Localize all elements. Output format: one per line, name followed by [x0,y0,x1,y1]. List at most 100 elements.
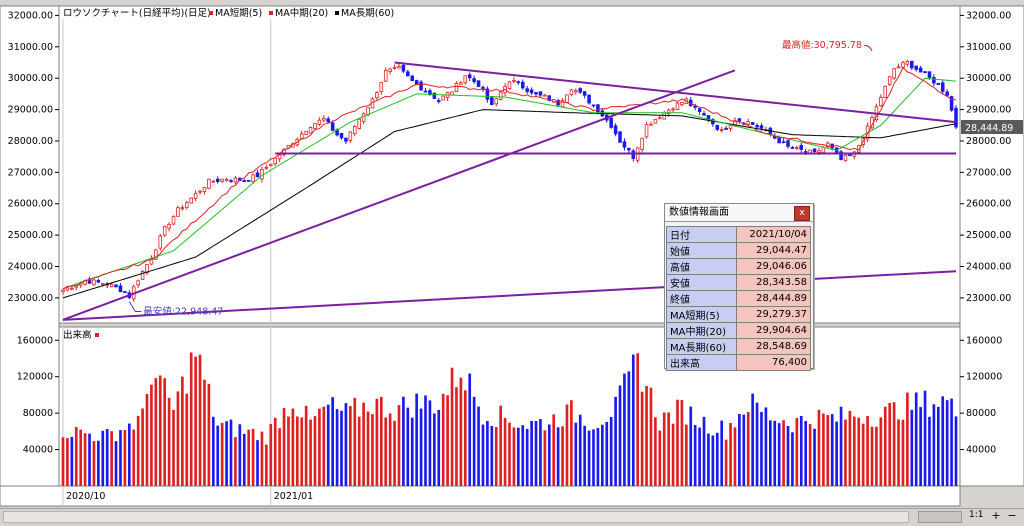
candle-body [662,112,667,120]
volume-bar [702,416,706,486]
volume-bar [808,424,812,486]
candle-body [441,95,445,101]
volume-bar [463,390,467,486]
candle-body [856,145,861,153]
candle-body [565,94,569,103]
volume-bar [565,404,569,486]
volume-bar [415,393,418,486]
info-row: MA中期(20) 29,904.64 [666,322,811,339]
volume-bar [720,420,724,486]
info-row: 終値 28,444.89 [666,290,811,307]
candle-body [136,280,140,286]
zoom-out-button[interactable]: − [1007,509,1017,522]
volume-bar [207,383,211,486]
candle-body [344,137,348,142]
info-panel[interactable]: 数値情報画面 x 日付 2021/10/04 始値 29,044.47 高値 29,046… [664,203,814,371]
volume-bar [88,433,91,486]
volume-title: 出来高 [63,329,92,341]
candle-body [746,121,750,125]
volume-bar [486,420,489,486]
candle-body [388,68,392,72]
volume-bar [494,427,498,486]
zoom-in-button[interactable]: + [991,509,1001,522]
volume-bar [384,417,388,486]
y-tick-label: 29000.00 [8,105,53,116]
info-panel-header[interactable]: 数値情報画面 x [665,204,813,222]
volume-bar [167,397,171,486]
volume-bar [490,425,494,486]
candle-body [463,75,468,84]
info-value: 28,444.89 [736,290,811,307]
volume-bar [145,394,149,486]
volume-bar [835,421,838,486]
volume-bar [742,414,746,486]
volume-bar [879,417,883,486]
volume-bar [379,396,383,486]
candle-body [658,117,662,120]
candle-body [220,178,224,182]
candle-body [901,62,905,68]
volume-bar [371,414,374,486]
volume-bar [265,444,268,486]
volume-bar [220,422,224,486]
volume-bar [928,416,931,486]
candle-body [467,74,472,79]
volume-bar [61,437,65,486]
volume-bar [746,411,750,486]
volume-bar [441,393,445,486]
volume-bar [910,409,914,486]
candle-body [233,177,238,183]
candle-body [450,91,454,96]
candle-body [92,279,96,286]
y-tick-label: 27000.00 [8,167,53,178]
scrollbar-thumb[interactable] [918,511,962,523]
volume-bar [755,402,759,486]
info-row: 安値 28,343.58 [666,274,811,291]
volume-bar [234,437,237,486]
candle-body [755,125,759,128]
volume-bar [388,413,392,486]
volume-bar [782,420,785,486]
volume-bar [410,417,414,486]
volume-bar [468,373,472,486]
info-row: 出来高 76,400 [666,354,811,371]
candle-body [392,67,397,69]
candle-body [578,88,583,93]
volume-bar [870,426,874,486]
volume-bar [773,420,777,486]
volume-bar [570,400,573,486]
candle-body [560,99,565,108]
candle-body [476,80,481,87]
close-icon[interactable]: x [794,206,810,221]
candle-body [167,224,171,229]
volume-bar [950,398,953,486]
volume-bar [362,402,365,486]
candle-body [193,193,198,199]
legend-label: MA短期(5) [215,7,262,19]
volume-bar [300,417,304,486]
volume-bar [689,406,693,486]
horizontal-scrollbar[interactable] [3,511,909,523]
candle-body [724,127,728,130]
volume-bar [340,410,343,486]
volume-bar [499,405,502,486]
candle-body [790,147,795,149]
volume-bar [287,416,290,486]
zoom-level: 1:1 [969,510,984,520]
volume-bar [786,426,790,486]
volume-bar [552,414,556,486]
info-value: 29,044.47 [736,242,811,259]
volume-bar [83,433,87,486]
candle-body [923,71,927,73]
volume-bar [158,375,162,486]
volume-bar [375,398,379,486]
info-value: 76,400 [736,354,811,371]
volume-bar [530,421,533,486]
volume-bar [574,422,578,486]
candle-body [317,119,322,125]
info-label: 終値 [666,290,737,307]
y-tick-label: 160000 [966,335,1002,346]
info-label: 出来高 [666,354,737,371]
candle-body [631,150,636,159]
